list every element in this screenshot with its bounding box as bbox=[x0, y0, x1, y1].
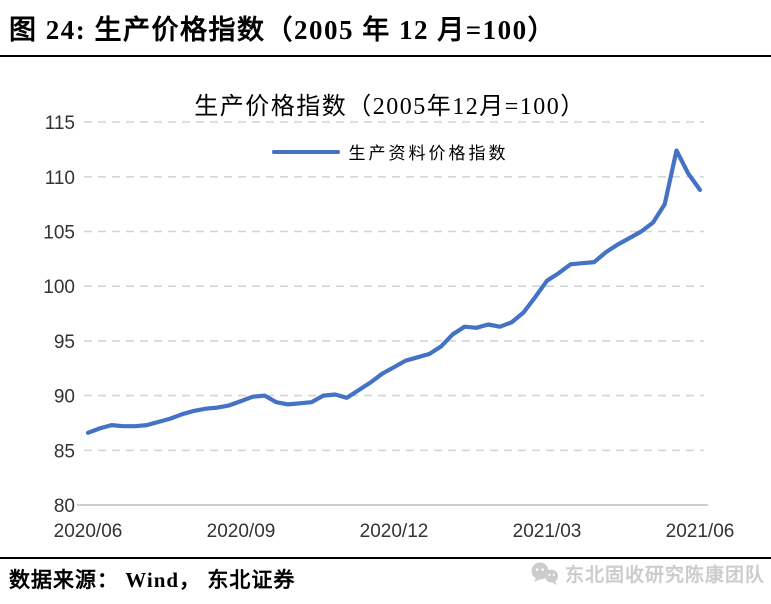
chart-legend: 生产资料价格指数 bbox=[80, 139, 700, 164]
data-source: 数据来源： Wind， 东北证券 bbox=[9, 568, 296, 592]
x-tick-label: 2021/06 bbox=[666, 521, 735, 542]
y-tick-label: 115 bbox=[45, 113, 75, 134]
footer-divider bbox=[0, 557, 771, 559]
legend-line-swatch bbox=[271, 149, 340, 154]
figure-caption: 图 24: 生产价格指数（2005 年 12 月=100） bbox=[9, 15, 557, 45]
y-tick-label: 110 bbox=[45, 168, 75, 189]
chart-title: 生产价格指数（2005年12月=100） bbox=[194, 94, 586, 120]
watermark-label: 东北固收研究陈康团队 bbox=[564, 565, 765, 586]
y-tick-label: 85 bbox=[54, 441, 75, 462]
y-tick-label: 90 bbox=[54, 387, 75, 408]
y-tick-label: 95 bbox=[54, 332, 75, 353]
wechat-chat-bubbles-icon bbox=[531, 562, 558, 585]
y-tick-label: 105 bbox=[43, 223, 75, 244]
y-tick-label: 100 bbox=[43, 277, 75, 298]
legend-label: 生产资料价格指数 bbox=[348, 144, 509, 163]
x-tick-label: 2021/03 bbox=[513, 521, 582, 542]
header-divider bbox=[0, 55, 771, 57]
y-tick-label: 80 bbox=[54, 496, 75, 517]
x-tick-label: 2020/09 bbox=[207, 521, 276, 542]
producer-goods-price-index-line bbox=[85, 148, 703, 435]
plot-svg: 80 85 90 95 100 105 110 115 2020/06 2020/09 2020/1… bbox=[43, 113, 735, 542]
x-tick-label: 2020/06 bbox=[54, 521, 123, 542]
x-tick-label: 2020/12 bbox=[360, 521, 429, 542]
watermark: 东北固收研究陈康团队 bbox=[530, 560, 765, 587]
